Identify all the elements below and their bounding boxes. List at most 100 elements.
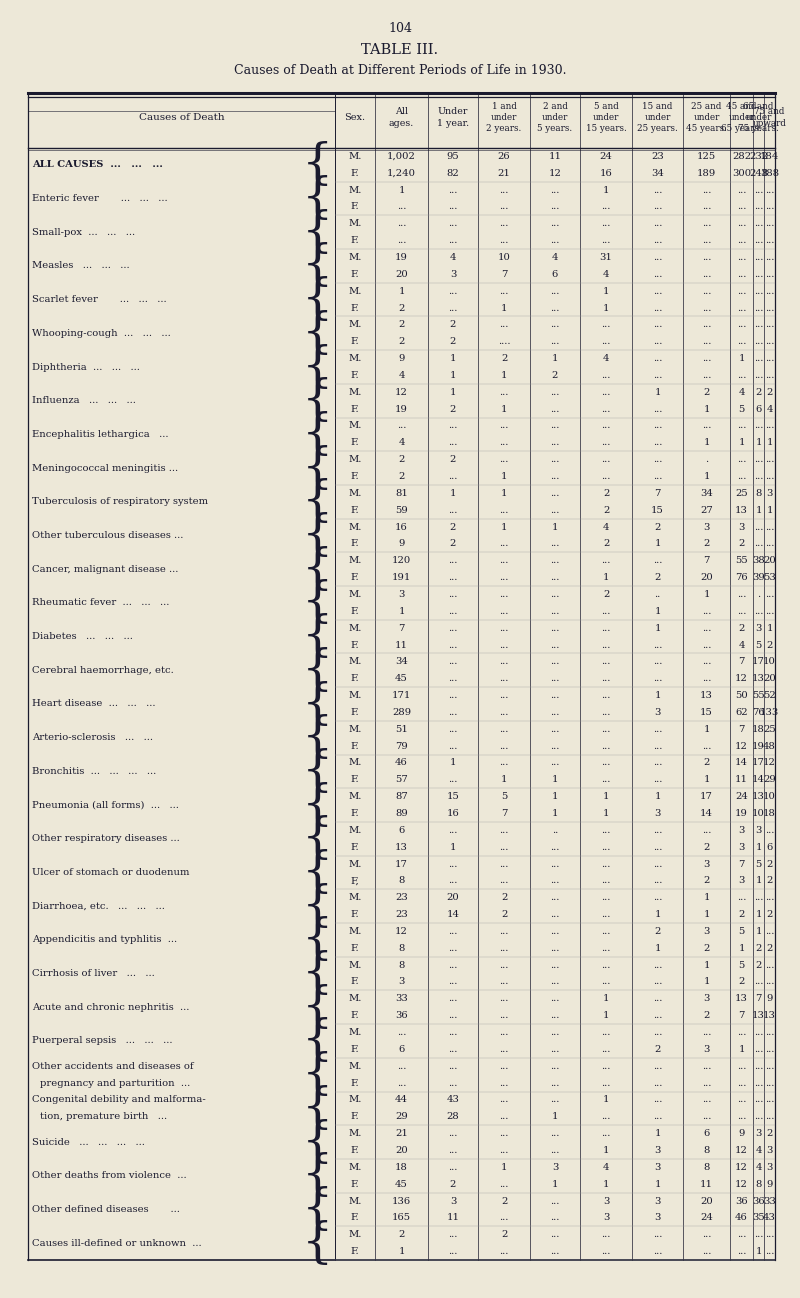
Text: 1: 1 [398,1247,405,1256]
Text: 6: 6 [398,1045,405,1054]
Text: 1: 1 [755,910,762,919]
Text: ...: ... [765,1062,774,1071]
Text: ...: ... [448,472,458,482]
Text: 53: 53 [763,574,776,582]
Text: {: { [302,1119,333,1166]
Text: Appendicitis and typhlitis  ...: Appendicitis and typhlitis ... [32,936,177,945]
Text: ...: ... [448,1247,458,1256]
Text: 1: 1 [501,304,507,313]
Text: 2: 2 [766,640,773,649]
Text: Puerperal sepsis   ...   ...   ...: Puerperal sepsis ... ... ... [32,1037,173,1045]
Text: ...: ... [653,775,662,784]
Text: 19: 19 [752,741,765,750]
Text: ...: ... [602,775,610,784]
Text: 1: 1 [654,910,661,919]
Text: ...: ... [499,758,509,767]
Text: ...: ... [653,439,662,448]
Text: 5: 5 [501,792,507,801]
Text: ...: ... [550,859,560,868]
Text: ...: ... [550,1079,560,1088]
Text: ...: ... [602,691,610,700]
Text: 2: 2 [654,523,661,532]
Text: ...: ... [653,304,662,313]
Text: Other deaths from violence  ...: Other deaths from violence ... [32,1171,186,1180]
Text: 7: 7 [738,1011,745,1020]
Text: 2: 2 [398,337,405,347]
Text: ...: ... [448,876,458,885]
Text: Under
1 year.: Under 1 year. [437,108,469,127]
Text: ...: ... [754,523,763,532]
Text: ...: ... [754,186,763,195]
Text: 44: 44 [395,1096,408,1105]
Text: ...: ... [765,591,774,598]
Text: F.: F. [350,977,359,986]
Text: ...: ... [765,893,774,902]
Text: 282: 282 [732,152,751,161]
Text: ...: ... [737,1247,746,1256]
Text: ...: ... [702,202,711,212]
Text: ...: ... [653,1062,662,1071]
Text: ...: ... [737,472,746,482]
Text: 388: 388 [760,169,779,178]
Text: 11: 11 [549,152,562,161]
Text: 1: 1 [738,354,745,363]
Text: 2: 2 [552,371,558,380]
Text: ..: .. [552,826,558,835]
Text: 12: 12 [735,1146,748,1155]
Text: 13: 13 [752,674,765,683]
Text: 46: 46 [395,758,408,767]
Text: ...: ... [499,591,509,598]
Text: 1: 1 [654,607,661,615]
Text: ...: ... [448,574,458,582]
Text: ...: ... [702,1247,711,1256]
Text: 1: 1 [450,354,456,363]
Text: 3: 3 [654,1163,661,1172]
Text: 11: 11 [446,1214,459,1223]
Text: 2: 2 [654,1045,661,1054]
Text: ...: ... [702,640,711,649]
Text: ...: ... [448,439,458,448]
Text: 1,002: 1,002 [387,152,416,161]
Text: 21: 21 [395,1129,408,1138]
Text: M.: M. [348,859,362,868]
Text: ...: ... [499,388,509,397]
Text: 12: 12 [763,758,776,767]
Text: ...: ... [448,741,458,750]
Text: 1: 1 [552,1112,558,1121]
Text: ...: ... [702,236,711,245]
Text: M.: M. [348,1129,362,1138]
Text: F.: F. [350,371,359,380]
Text: ...: ... [550,1146,560,1155]
Text: 1: 1 [755,927,762,936]
Text: 2: 2 [501,910,507,919]
Text: 3: 3 [703,523,710,532]
Text: 23: 23 [395,893,408,902]
Text: ...: ... [499,944,509,953]
Text: 20: 20 [700,574,713,582]
Text: ...: ... [653,724,662,733]
Text: M.: M. [348,994,362,1003]
Text: ...: ... [397,1062,406,1071]
Text: ...: ... [702,1028,711,1037]
Text: 3: 3 [654,809,661,818]
Text: 23: 23 [395,910,408,919]
Text: ...: ... [765,236,774,245]
Text: 2: 2 [738,977,745,986]
Text: 4: 4 [602,354,610,363]
Text: ...: ... [702,186,711,195]
Text: 2: 2 [398,1231,405,1240]
Text: ...: ... [602,927,610,936]
Text: ...: ... [765,523,774,532]
Text: 24: 24 [599,152,613,161]
Text: 1: 1 [703,961,710,970]
Text: 2: 2 [703,388,710,397]
Text: ...: ... [499,506,509,515]
Text: 2: 2 [766,859,773,868]
Text: ...: ... [602,219,610,228]
Text: 45: 45 [395,674,408,683]
Text: ...: ... [702,219,711,228]
Text: ...: ... [737,1028,746,1037]
Text: ...: ... [653,219,662,228]
Text: ...: ... [737,422,746,431]
Text: {: { [302,310,333,357]
